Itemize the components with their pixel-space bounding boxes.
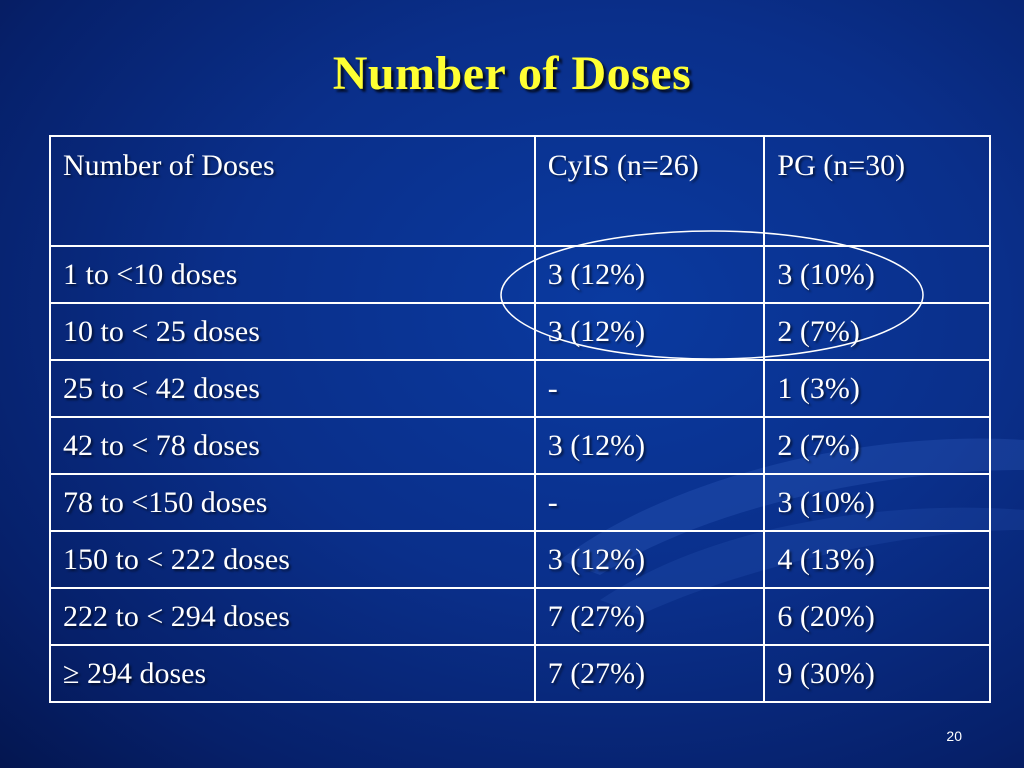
table-row: 1 to <10 doses 3 (12%) 3 (10%) (49, 245, 991, 304)
dose-range-cell: ≥ 294 doses (49, 644, 536, 703)
pg-cell: 2 (7%) (763, 416, 991, 475)
pg-cell: 3 (10%) (763, 245, 991, 304)
dose-range-cell: 25 to < 42 doses (49, 359, 536, 418)
table-row: 42 to < 78 doses 3 (12%) 2 (7%) (49, 416, 991, 475)
pg-cell: 6 (20%) (763, 587, 991, 646)
pg-cell: 4 (13%) (763, 530, 991, 589)
cyis-cell: 7 (27%) (533, 644, 766, 703)
table-row: 222 to < 294 doses 7 (27%) 6 (20%) (49, 587, 991, 646)
dose-range-cell: 78 to <150 doses (49, 473, 536, 532)
cyis-cell: - (533, 473, 766, 532)
header-cyis: CyIS (n=26) (533, 135, 766, 247)
dose-range-cell: 150 to < 222 doses (49, 530, 536, 589)
pg-cell: 3 (10%) (763, 473, 991, 532)
cyis-cell: 3 (12%) (533, 416, 766, 475)
slide-number: 20 (946, 728, 962, 744)
table-row: ≥ 294 doses 7 (27%) 9 (30%) (49, 644, 991, 703)
header-number-of-doses: Number of Doses (49, 135, 536, 247)
table-header-row: Number of Doses CyIS (n=26) PG (n=30) (49, 135, 991, 247)
header-pg: PG (n=30) (763, 135, 991, 247)
dose-range-cell: 42 to < 78 doses (49, 416, 536, 475)
cyis-cell: - (533, 359, 766, 418)
table-row: 10 to < 25 doses 3 (12%) 2 (7%) (49, 302, 991, 361)
table-row: 150 to < 222 doses 3 (12%) 4 (13%) (49, 530, 991, 589)
dose-range-cell: 10 to < 25 doses (49, 302, 536, 361)
cyis-cell: 3 (12%) (533, 245, 766, 304)
pg-cell: 2 (7%) (763, 302, 991, 361)
cyis-cell: 7 (27%) (533, 587, 766, 646)
dose-range-cell: 1 to <10 doses (49, 245, 536, 304)
table-row: 78 to <150 doses - 3 (10%) (49, 473, 991, 532)
pg-cell: 9 (30%) (763, 644, 991, 703)
table-row: 25 to < 42 doses - 1 (3%) (49, 359, 991, 418)
pg-cell: 1 (3%) (763, 359, 991, 418)
cyis-cell: 3 (12%) (533, 530, 766, 589)
cyis-cell: 3 (12%) (533, 302, 766, 361)
dose-range-cell: 222 to < 294 doses (49, 587, 536, 646)
doses-table: Number of Doses CyIS (n=26) PG (n=30) 1 … (49, 135, 991, 703)
slide-title: Number of Doses (332, 47, 692, 100)
